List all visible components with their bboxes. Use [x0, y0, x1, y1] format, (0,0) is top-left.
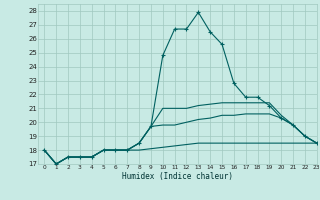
X-axis label: Humidex (Indice chaleur): Humidex (Indice chaleur) [122, 172, 233, 181]
